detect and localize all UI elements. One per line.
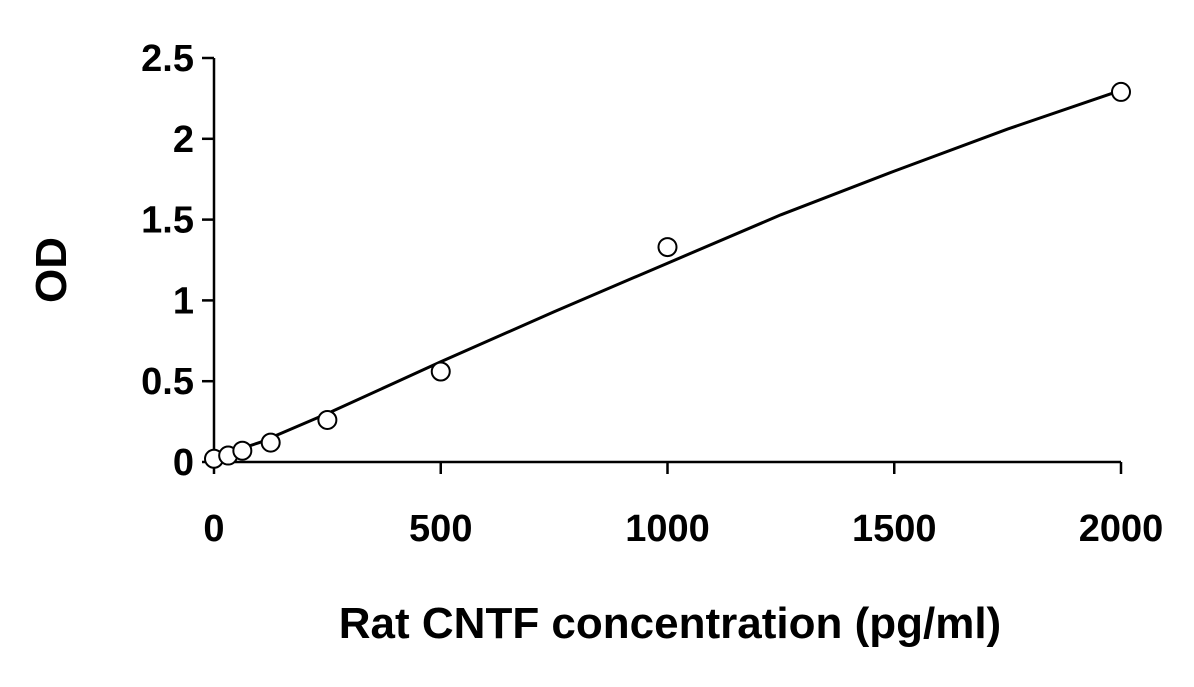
y-tick-label: 1.5 [141, 200, 194, 242]
y-axis-title: OD [27, 237, 76, 303]
data-point [317, 409, 338, 430]
fit-curve-group [213, 88, 1122, 459]
data-point [1111, 81, 1131, 102]
data-point [657, 237, 678, 258]
x-axis-ticks: 0 500 1000 1500 2000 [203, 462, 1163, 550]
x-tick-label: 2000 [1079, 508, 1164, 550]
data-point [232, 440, 253, 461]
fit-curve [213, 88, 1122, 459]
data-points [204, 81, 1131, 469]
x-tick-label: 1000 [625, 508, 710, 550]
data-point [260, 432, 281, 453]
x-tick-label: 500 [409, 508, 472, 550]
y-tick-label: 2.5 [141, 38, 194, 80]
x-axis-title: Rat CNTF concentration (pg/ml) [339, 599, 1001, 648]
y-tick-label: 0.5 [141, 361, 194, 403]
axes [212, 58, 1121, 464]
data-point [430, 361, 451, 382]
y-axis-ticks: 0 0.5 1 1.5 2 2.5 [141, 38, 214, 484]
y-tick-label: 2 [173, 119, 194, 161]
x-tick-label: 0 [203, 508, 224, 550]
y-tick-label: 1 [173, 280, 194, 322]
y-tick-label: 0 [173, 442, 194, 484]
x-tick-label: 1500 [852, 508, 937, 550]
